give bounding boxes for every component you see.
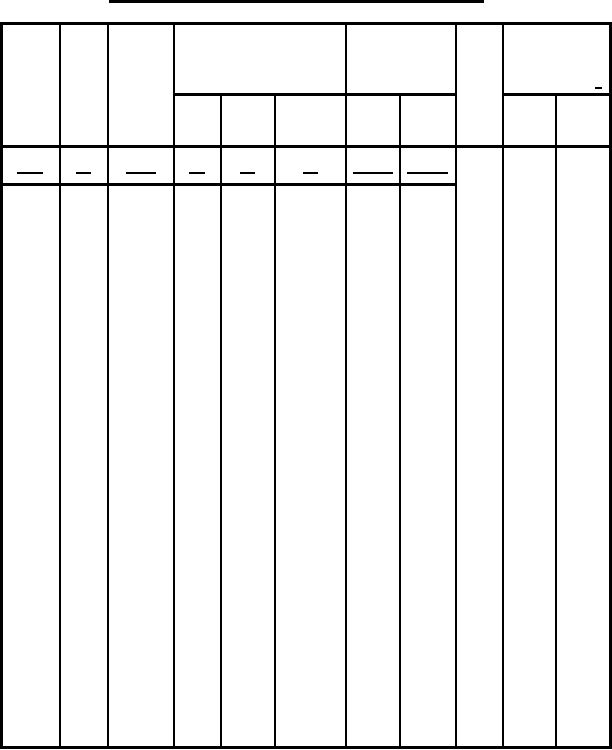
column-divider xyxy=(107,22,109,748)
subheader-rule-a xyxy=(174,93,457,96)
header-bottom-rule xyxy=(0,145,612,148)
table-border-left xyxy=(0,22,3,749)
column-divider xyxy=(345,22,347,748)
title-rule xyxy=(109,0,484,3)
column-divider xyxy=(220,94,222,748)
table-border-right xyxy=(609,22,612,749)
table-border-top xyxy=(0,22,612,25)
column-divider xyxy=(274,94,276,748)
column-divider xyxy=(555,94,557,748)
column-number-dash xyxy=(189,172,205,174)
table-border-bottom xyxy=(0,746,612,749)
column-number-dash xyxy=(303,172,318,174)
number-row-bottom-rule xyxy=(0,183,457,186)
column-number-dash xyxy=(407,172,448,174)
column-divider xyxy=(502,22,504,748)
column-number-dash xyxy=(240,172,255,174)
column-number-dash xyxy=(76,172,91,174)
subheader-rule-b xyxy=(503,93,611,96)
column-number-dash xyxy=(17,172,43,174)
column-divider xyxy=(59,22,61,748)
column-divider xyxy=(455,22,457,748)
column-divider xyxy=(399,94,401,748)
header-dash xyxy=(595,87,602,89)
column-divider xyxy=(173,22,175,748)
column-number-dash xyxy=(353,172,393,174)
column-number-dash xyxy=(126,172,156,174)
